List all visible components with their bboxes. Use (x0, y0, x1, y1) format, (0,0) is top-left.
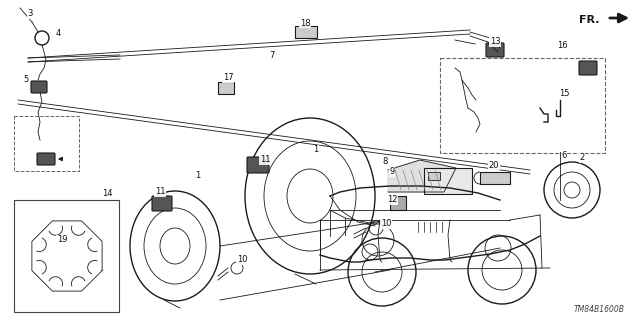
FancyBboxPatch shape (152, 196, 172, 211)
Text: 14: 14 (102, 188, 112, 197)
Text: 19: 19 (57, 236, 67, 244)
Bar (424, 168, 472, 194)
Text: 12: 12 (387, 196, 397, 204)
Text: 1: 1 (314, 146, 319, 155)
Text: 6: 6 (561, 150, 566, 159)
Text: 11: 11 (155, 188, 165, 196)
Text: TM84B1600B: TM84B1600B (574, 305, 625, 314)
Text: 20: 20 (489, 161, 499, 170)
FancyBboxPatch shape (247, 157, 269, 173)
FancyBboxPatch shape (31, 81, 47, 93)
FancyBboxPatch shape (486, 43, 504, 57)
Text: 10: 10 (237, 255, 247, 265)
Text: 7: 7 (269, 52, 275, 60)
Text: 2: 2 (579, 154, 584, 163)
Bar (440, 58, 605, 153)
Polygon shape (388, 160, 456, 192)
Text: 9: 9 (389, 167, 395, 177)
Text: 8: 8 (382, 157, 388, 166)
Text: 13: 13 (490, 37, 500, 46)
Text: 17: 17 (223, 74, 234, 83)
Text: 1: 1 (195, 171, 200, 180)
Text: 15: 15 (559, 90, 569, 99)
Bar (428, 172, 440, 180)
Text: FR.: FR. (579, 15, 600, 25)
Bar (480, 172, 510, 184)
Text: 18: 18 (300, 19, 310, 28)
FancyBboxPatch shape (37, 153, 55, 165)
Bar (295, 26, 317, 38)
Text: 4: 4 (56, 29, 61, 38)
Text: 3: 3 (28, 10, 33, 19)
Bar (218, 82, 234, 94)
Text: 16: 16 (557, 41, 567, 50)
Text: 5: 5 (24, 76, 29, 84)
Text: 11: 11 (260, 156, 270, 164)
FancyBboxPatch shape (579, 61, 597, 75)
Bar (14, 200, 119, 312)
Bar (390, 196, 406, 210)
Bar (14, 116, 79, 171)
Text: 10: 10 (381, 220, 391, 228)
